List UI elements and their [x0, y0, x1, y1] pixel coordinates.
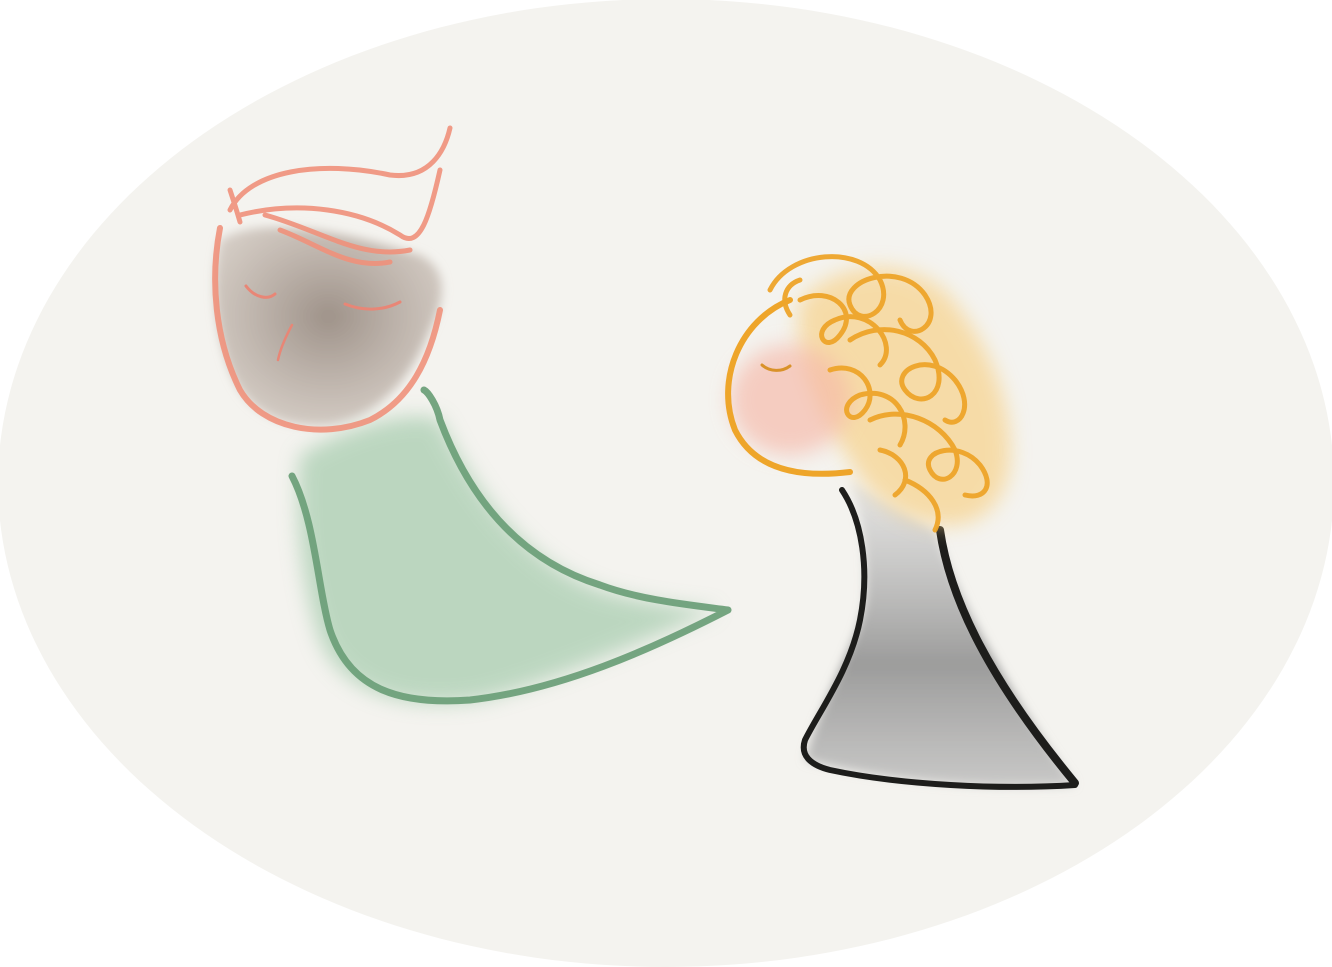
left-body-outline: [288, 386, 732, 705]
left-nose: [276, 323, 294, 362]
right-figure: [725, 254, 1079, 790]
left-body-wash: [298, 416, 720, 704]
left-face-wash: [214, 227, 442, 426]
right-hair: [767, 254, 990, 533]
left-face-outline: [212, 225, 443, 433]
right-body-outline-right: [936, 526, 1079, 787]
left-mouth: [343, 300, 402, 311]
right-eye: [760, 363, 792, 372]
right-cheek: [730, 345, 850, 455]
left-hair: [227, 125, 453, 266]
right-body-outline-left: [800, 487, 1078, 790]
left-figure: [212, 125, 732, 705]
right-face-outline: [725, 297, 853, 477]
left-eye: [244, 284, 277, 299]
right-body-wash: [805, 480, 1075, 787]
